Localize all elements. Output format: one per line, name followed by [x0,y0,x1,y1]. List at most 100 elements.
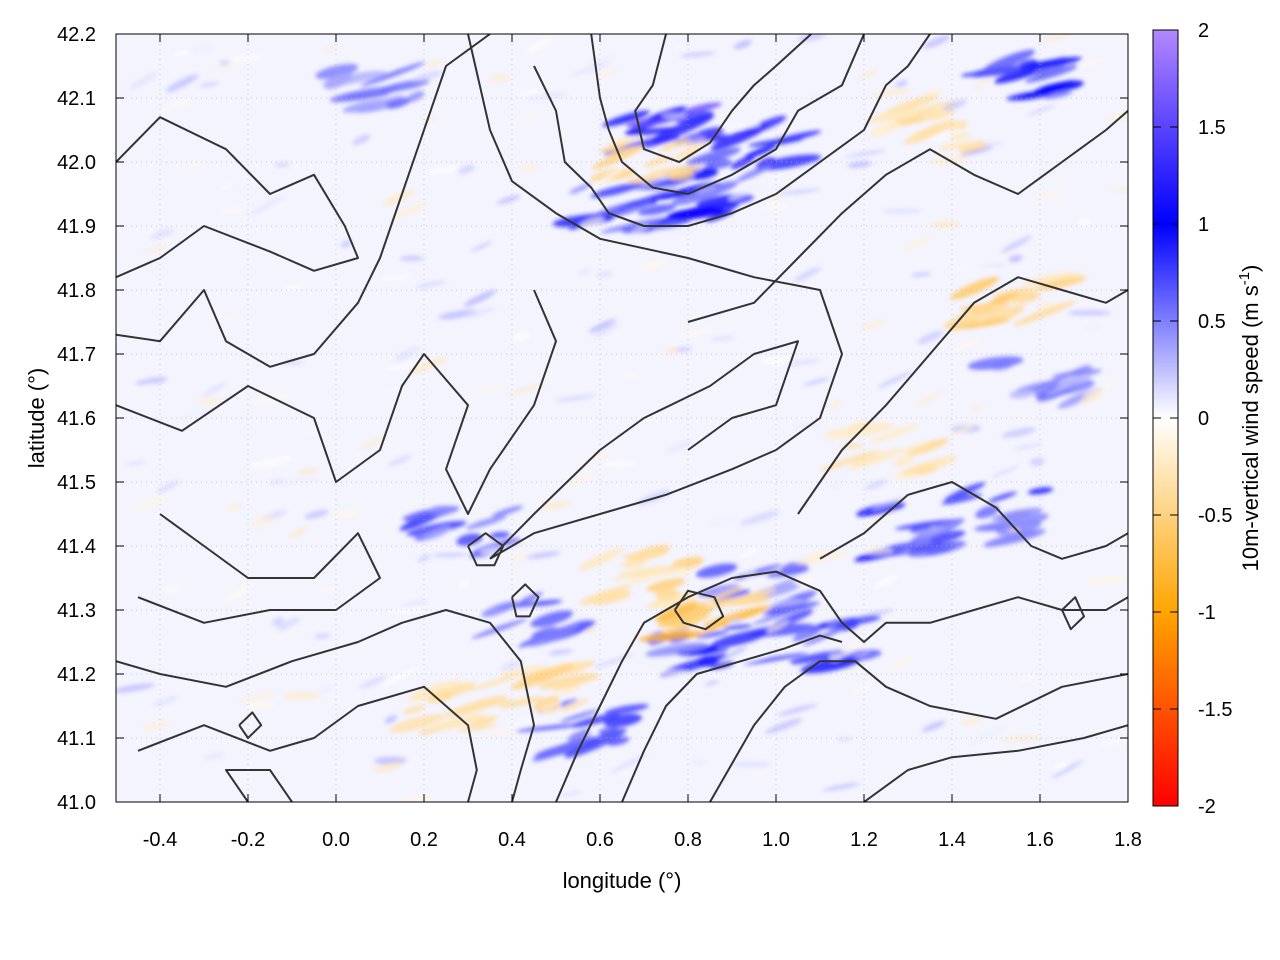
field-texture [128,72,158,90]
field-texture [250,456,293,469]
updraft-streak [987,491,1018,503]
field-texture [739,510,781,526]
field-texture [567,471,597,488]
x-tick-label: -0.4 [143,829,177,851]
colorbar-title-end: ) [1238,265,1263,272]
y-tick-label: 41.5 [57,472,96,494]
updraft-streak [570,713,621,728]
field-texture [764,718,803,734]
colorbar-title-text: 10m-vertical wind speed (m s [1238,285,1263,571]
updraft-streak [532,735,594,762]
field-texture [1035,301,1053,309]
updraft-streak [530,610,573,628]
contour-line [225,769,293,802]
field-texture [407,357,447,374]
updraft-streak [1016,59,1038,71]
downdraft-streak [674,147,701,161]
field-texture [1000,735,1042,742]
field-texture [1076,219,1092,226]
field-texture [219,183,234,190]
downdraft-streak [950,318,1011,330]
downdraft-streak [540,702,562,714]
downdraft-streak [646,578,686,592]
downdraft-streak [599,142,629,153]
field-texture [852,682,874,693]
field-texture [675,568,693,576]
y-tick-label: 41.1 [57,728,96,750]
field-texture [250,518,283,530]
updraft-streak [695,563,738,578]
updraft-streak [1051,369,1103,378]
field-texture [1032,189,1064,199]
field-texture [981,141,1004,147]
field-texture [903,235,933,251]
field-texture [288,527,308,538]
field-texture [737,75,753,80]
field-texture [770,663,791,676]
updraft-streak [762,601,820,616]
field-texture [323,44,339,52]
downdraft-streak [468,675,517,692]
downdraft-streak [561,698,589,712]
field-texture [1110,186,1128,192]
updraft-streak [975,505,1000,519]
field-texture [769,598,804,608]
field-texture [314,633,331,639]
field-texture [269,479,286,485]
updraft-streak [698,584,741,598]
downdraft-streak [893,454,915,467]
updraft-streak [423,526,451,540]
updraft-streak [590,182,644,198]
field-texture [1017,674,1035,683]
field-texture [952,336,985,353]
contour-line [863,724,1128,802]
field-texture [759,356,792,365]
field-texture [1078,390,1105,405]
x-tick-label: 1.0 [762,829,790,851]
field-texture [251,511,274,525]
colorbar-tick-label: 0.5 [1198,311,1226,333]
colorbar-tick-label: 1.5 [1198,117,1226,139]
updraft-streak [1034,80,1084,95]
colorbar-tick-label: 2 [1198,20,1209,42]
downdraft-streak [1012,300,1077,326]
updraft-streak [748,137,804,147]
field-texture [507,551,532,561]
y-tick-label: 41.8 [57,280,96,302]
field-texture [612,574,631,581]
updraft-streak [742,652,808,665]
field-texture [653,184,678,193]
field-texture [828,653,843,662]
updraft-streak [781,562,808,574]
field-texture [942,99,967,111]
field-texture [930,128,962,142]
updraft-streak [705,158,733,169]
updraft-streak [697,655,719,667]
colorbar-tick-label: 0 [1198,408,1209,430]
downdraft-streak [866,110,920,123]
field-texture [432,553,468,557]
field-texture [387,454,412,467]
updraft-streak [603,713,642,728]
field-texture [282,285,305,290]
x-tick-label: 0.8 [674,829,702,851]
field-texture [1085,576,1128,585]
field-texture [863,510,897,524]
field-texture [182,513,221,536]
updraft-streak [929,530,966,543]
field-texture [559,791,582,797]
colorbar-ticks: -2 -1.5 -1 -0.5 0 0.5 1 1.5 2 [1153,20,1232,818]
field-texture [578,267,592,276]
field-texture [723,645,748,660]
downdraft-streak [848,448,903,470]
downdraft-streak [553,683,581,694]
field-texture [412,71,443,82]
field-texture [1008,254,1023,263]
contour-line [116,34,491,368]
field-texture [357,436,386,451]
field-texture [1029,457,1045,466]
x-axis-ticks: -0.4 -0.2 0.0 0.2 0.4 0.6 0.8 1.0 1.2 1.4 1.6 1.8 [143,34,1142,851]
field-texture [150,228,175,240]
field-texture [874,575,898,589]
field-texture [132,495,168,512]
